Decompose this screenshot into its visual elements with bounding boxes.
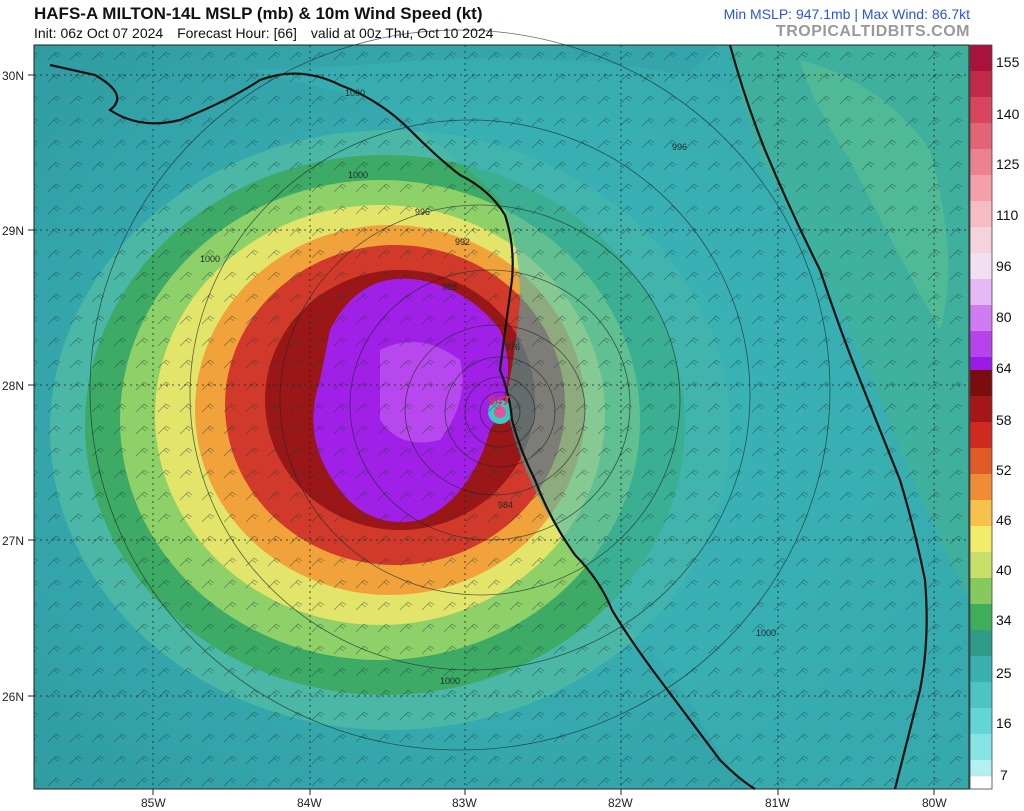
- lon-label: 81W: [765, 796, 790, 810]
- lat-label: 28N: [2, 379, 24, 393]
- chart-title: HAFS-A MILTON-14L MSLP (mb) & 10m Wind S…: [34, 4, 483, 23]
- coastline: [49, 63, 756, 790]
- colorbar-tick: 140: [996, 106, 1020, 122]
- colorbar-tick: 7: [1000, 767, 1008, 783]
- init-time: Init: 06z Oct 07 2024: [34, 25, 164, 41]
- lat-label: 27N: [2, 534, 24, 548]
- lat-label: 26N: [2, 690, 24, 704]
- colorbar-tick: 25: [996, 665, 1012, 681]
- lat-label: 29N: [2, 224, 24, 238]
- lat-labels: 30N 29N 28N 27N 26N: [2, 69, 24, 704]
- colorbar-tick: 96: [996, 258, 1012, 274]
- isobar-label: 996: [415, 207, 430, 217]
- lon-label: 80W: [922, 796, 947, 810]
- isobar-label: 1000: [756, 628, 776, 638]
- map-frame: [33, 44, 970, 790]
- isobar-label: 984: [498, 500, 513, 510]
- colorbar-tick: 52: [996, 462, 1012, 478]
- storm-stats: Min MSLP: 947.1mb | Max Wind: 86.7kt: [723, 6, 970, 22]
- colorbar-tick: 16: [996, 715, 1012, 731]
- lat-label: 30N: [2, 69, 24, 83]
- colorbar-tick: 64: [996, 360, 1012, 376]
- isobar-label: 988: [442, 282, 457, 292]
- colorbar-tick: 58: [996, 412, 1012, 428]
- colorbar-tick: 80: [996, 309, 1012, 325]
- lon-label: 84W: [297, 796, 322, 810]
- colorbar-tick: 155: [996, 54, 1020, 70]
- brand-link[interactable]: TROPICALTIDBITS.COM: [775, 23, 970, 40]
- lon-label: 85W: [141, 796, 166, 810]
- isobar-labels: 1000 996 992 988 984 976 1000 1000 996 1…: [200, 88, 776, 686]
- colorbar: 155 140 125 110 96 80 64 58 52 46 40 34 …: [969, 44, 1020, 790]
- forecast-hour: Forecast Hour: [66]: [177, 25, 297, 41]
- lon-label: 82W: [608, 796, 633, 810]
- isobar-label: 976: [505, 342, 520, 352]
- colorbar-tick: 110: [996, 207, 1019, 223]
- east-coastline: [728, 44, 928, 790]
- colorbar-tick: 40: [996, 562, 1012, 578]
- lon-labels: 85W 84W 83W 82W 81W 80W: [141, 796, 947, 810]
- isobar-label: 992: [455, 237, 470, 247]
- wind-barbs: [34, 45, 969, 789]
- valid-time: valid at 00z Thu, Oct 10 2024: [310, 25, 494, 41]
- isobar-label: 1000: [440, 676, 460, 686]
- isobar-label: 1000: [200, 254, 220, 264]
- run-info: Init: 06z Oct 07 2024 Forecast Hour: [66…: [34, 25, 503, 41]
- colorbar-tick: 46: [996, 512, 1012, 528]
- isobar-label: 1000: [348, 170, 368, 180]
- lon-label: 83W: [452, 796, 477, 810]
- graticule: [34, 45, 969, 789]
- isobar-label: 1000: [345, 88, 365, 98]
- colorbar-tick: 34: [996, 612, 1012, 628]
- center-pressure-label: 947: [488, 393, 510, 408]
- isobar-label: 996: [672, 142, 687, 152]
- colorbar-tick: 125: [996, 156, 1020, 172]
